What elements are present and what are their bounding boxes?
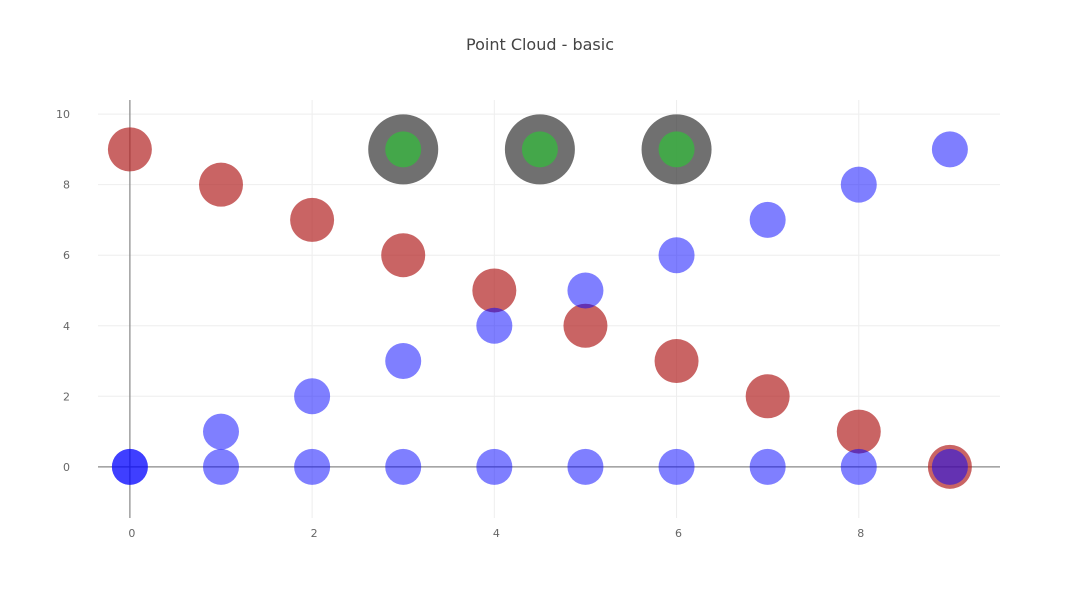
data-point (381, 233, 426, 278)
data-point (745, 374, 790, 419)
data-point (521, 131, 558, 168)
data-point (931, 131, 968, 168)
data-point (836, 409, 881, 454)
data-point (472, 268, 517, 313)
data-point (749, 201, 786, 238)
tick-labels: 0 2 4 6 8 0 2 4 6 8 10 (56, 108, 864, 540)
data-point (567, 272, 604, 309)
data-points (107, 114, 972, 489)
x-tick-label: 8 (857, 527, 864, 540)
y-tick-label: 2 (63, 390, 70, 403)
data-point (385, 448, 422, 485)
data-point (385, 131, 422, 168)
data-point (290, 197, 335, 242)
data-point (658, 131, 695, 168)
data-point (385, 343, 422, 380)
data-point (654, 339, 699, 384)
data-point (203, 448, 239, 485)
y-tick-label: 0 (63, 461, 70, 474)
data-point (563, 303, 608, 348)
data-point (749, 448, 786, 485)
data-point (840, 448, 877, 485)
data-point (203, 413, 239, 450)
data-point (931, 448, 968, 485)
x-tick-label: 4 (493, 527, 500, 540)
data-point (294, 378, 331, 415)
y-tick-label: 6 (63, 249, 70, 262)
data-point (658, 448, 695, 485)
data-point (199, 162, 243, 207)
data-point (107, 127, 152, 172)
y-tick-label: 10 (56, 108, 70, 121)
data-point (476, 307, 513, 344)
data-point (294, 448, 331, 485)
data-point (567, 448, 604, 485)
data-point (476, 448, 513, 485)
data-point (840, 166, 877, 203)
x-tick-label: 2 (311, 527, 318, 540)
data-point (111, 448, 148, 485)
x-tick-label: 0 (128, 527, 135, 540)
chart-title: Point Cloud - basic (466, 35, 614, 54)
x-tick-label: 6 (675, 527, 682, 540)
y-tick-label: 4 (63, 320, 70, 333)
y-tick-label: 8 (63, 179, 70, 192)
data-point (658, 237, 695, 274)
